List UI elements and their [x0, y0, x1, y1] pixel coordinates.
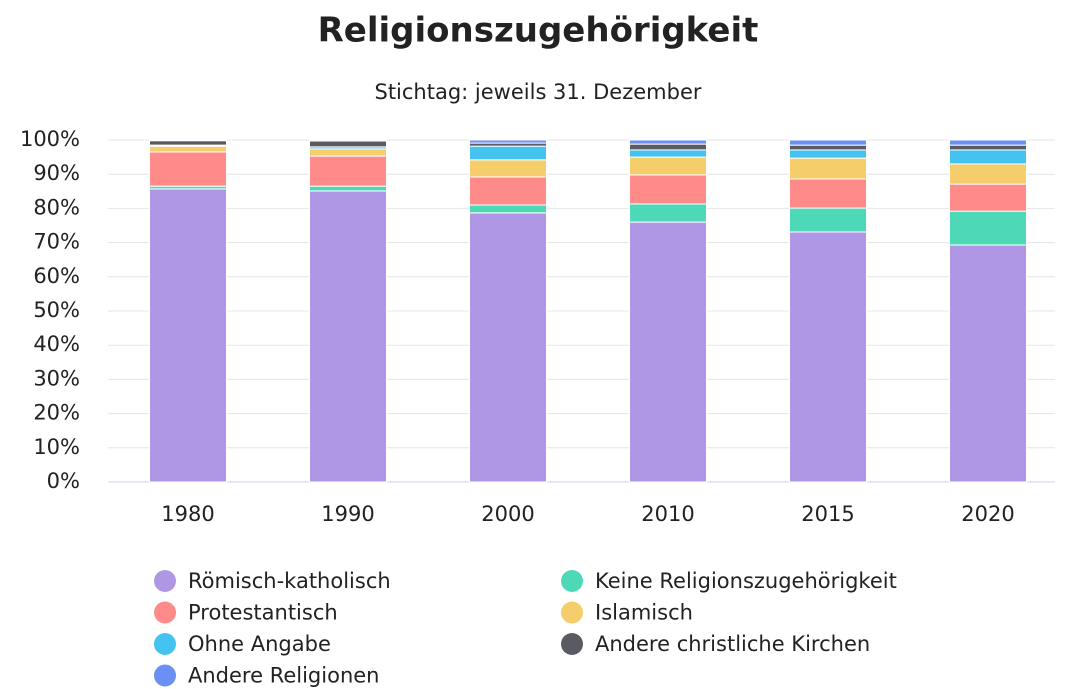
bar-segment [629, 143, 707, 151]
bar-segment [629, 156, 707, 176]
bar-segment [469, 212, 547, 483]
legend-marker [154, 601, 176, 624]
y-tick-label: 50% [33, 298, 80, 322]
bar-segment [149, 188, 227, 483]
bar-segment [309, 148, 387, 157]
legend-label: Islamisch [595, 601, 693, 625]
legend-label: Ohne Angabe [188, 632, 331, 656]
bar-segment [789, 144, 867, 151]
chart-title: Religionszugehörigkeit [318, 11, 759, 51]
y-tick-label: 10% [33, 435, 80, 459]
bar-segment [469, 176, 547, 206]
x-tick-label: 1990 [321, 502, 374, 526]
bar-segment [309, 185, 387, 192]
legend-marker [154, 570, 176, 592]
bar-segment [949, 244, 1027, 483]
legend-marker [561, 570, 583, 592]
x-tick-label: 2000 [481, 502, 534, 526]
bar-segment [629, 149, 707, 158]
y-tick-label: 30% [33, 366, 80, 390]
y-tick-label: 40% [33, 332, 80, 356]
bar-segment [629, 174, 707, 205]
bar-segment [629, 139, 707, 145]
x-tick-label: 2015 [801, 502, 854, 526]
bar-segment [789, 207, 867, 233]
bar-segment [789, 178, 867, 209]
bar-segment [149, 139, 227, 142]
bar-segment [469, 204, 547, 214]
bar-segment [469, 159, 547, 178]
legend-label: Andere christliche Kirchen [595, 632, 870, 656]
bar-segment [789, 149, 867, 159]
bar-segment [469, 139, 547, 144]
bar-segment [149, 151, 227, 187]
y-tick-label: 80% [33, 195, 80, 219]
bar-segment [949, 144, 1027, 151]
x-tick-label: 2020 [961, 502, 1014, 526]
bar-segment [949, 163, 1027, 185]
bar-segment [629, 221, 707, 483]
bar-segment [949, 149, 1027, 165]
bar-segment [309, 155, 387, 187]
bar-segment [789, 139, 867, 146]
legend-marker [154, 664, 176, 687]
bar-segment [789, 157, 867, 180]
bar-segment [149, 145, 227, 153]
legend-label: Protestantisch [188, 601, 338, 625]
bar-segment [149, 140, 227, 146]
bar-segment [949, 139, 1027, 146]
x-tick-label: 2010 [641, 502, 694, 526]
legend-label: Keine Religionszugehörigkeit [595, 569, 897, 593]
bar-segment [469, 145, 547, 161]
y-tick-label: 90% [33, 161, 80, 185]
y-tick-label: 60% [33, 264, 80, 288]
legend-label: Andere Religionen [188, 664, 379, 688]
legend-label: Römisch-katholisch [188, 569, 391, 593]
bar-segment [309, 190, 387, 483]
bar-segment [949, 183, 1027, 212]
bar-segment [949, 210, 1027, 246]
legend-marker [154, 633, 176, 655]
legend-marker [561, 601, 583, 624]
y-tick-label: 100% [20, 127, 80, 151]
y-tick-label: 70% [33, 230, 80, 254]
y-tick-label: 0% [47, 469, 80, 493]
y-tick-label: 20% [33, 401, 80, 425]
chart-subtitle: Stichtag: jeweils 31. Dezember [374, 80, 701, 104]
x-tick-label: 1980 [161, 502, 214, 526]
legend-marker [561, 633, 583, 655]
bar-segment [629, 203, 707, 223]
bar-segment [309, 139, 387, 142]
bar-segment [789, 231, 867, 483]
bar-segment [309, 140, 387, 148]
